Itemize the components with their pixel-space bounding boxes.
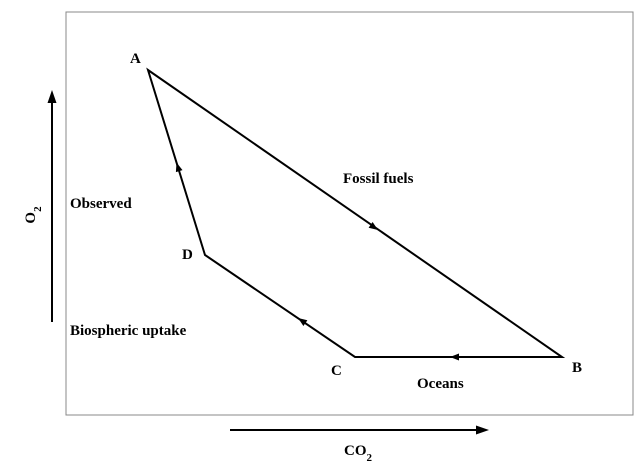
path-label: Observed — [70, 196, 132, 212]
label-sub: 2 — [32, 206, 44, 212]
path-label: Fossil fuels — [343, 171, 414, 187]
x-axis-label: CO2 — [344, 443, 373, 464]
label-base: CO — [344, 443, 367, 459]
path-label: Oceans — [417, 376, 464, 392]
path-label: Biospheric uptake — [70, 323, 187, 339]
cycle — [146, 67, 566, 358]
arrowhead — [450, 353, 459, 361]
arrowhead — [47, 90, 57, 103]
point-label: D — [182, 247, 193, 263]
point-label: C — [331, 363, 342, 379]
label-sub: 2 — [367, 452, 373, 464]
y-axis-label: O2 — [23, 206, 44, 224]
arrowhead — [476, 425, 489, 435]
arrowhead — [298, 318, 308, 326]
arrowhead — [368, 222, 378, 230]
frame — [65, 11, 634, 416]
point-label: B — [572, 360, 582, 376]
label-base: O — [23, 212, 39, 224]
point-label: A — [130, 51, 141, 67]
arrowhead — [175, 162, 183, 173]
